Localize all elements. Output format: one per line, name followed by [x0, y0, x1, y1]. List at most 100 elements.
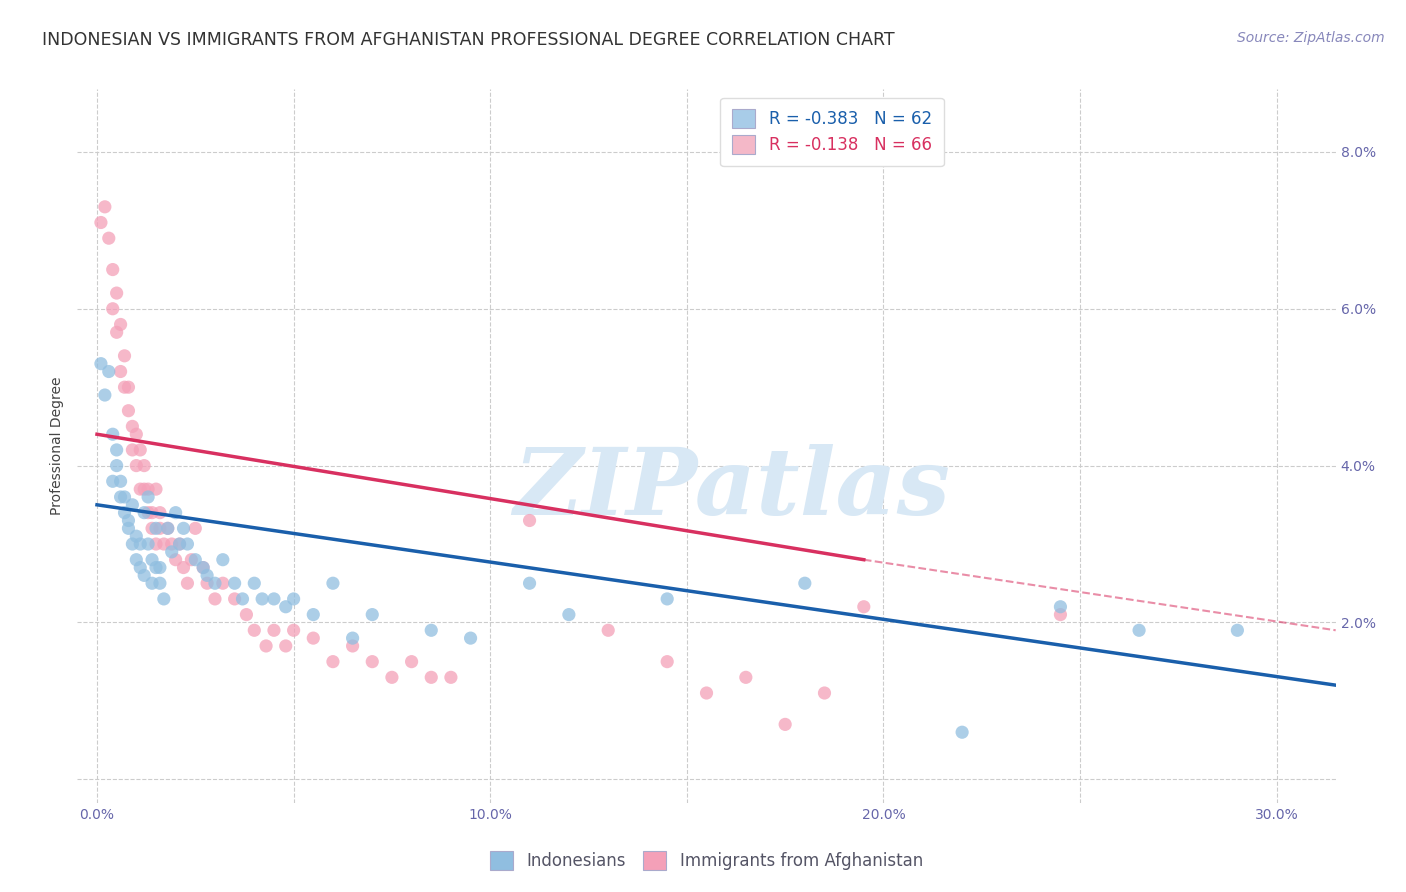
Point	[211, 552, 233, 566]
Point	[657, 655, 679, 669]
Point	[361, 607, 384, 622]
Text: ZIPatlas: ZIPatlas	[513, 444, 950, 533]
Point	[125, 458, 148, 473]
Point	[519, 514, 541, 528]
Point	[110, 364, 132, 378]
Point	[110, 490, 132, 504]
Point	[401, 655, 423, 669]
Point	[141, 576, 163, 591]
Point	[117, 403, 139, 417]
Point	[250, 591, 273, 606]
Point	[90, 215, 112, 229]
Point	[121, 537, 143, 551]
Point	[254, 639, 277, 653]
Point	[169, 537, 191, 551]
Point	[110, 475, 132, 489]
Point	[173, 521, 195, 535]
Point	[121, 442, 143, 457]
Point	[129, 442, 152, 457]
Point	[153, 591, 176, 606]
Point	[117, 514, 139, 528]
Point	[184, 521, 207, 535]
Point	[793, 576, 815, 591]
Point	[381, 670, 404, 684]
Point	[165, 552, 187, 566]
Point	[263, 591, 285, 606]
Point	[145, 560, 167, 574]
Point	[114, 506, 136, 520]
Point	[195, 576, 218, 591]
Point	[420, 624, 443, 638]
Point	[322, 576, 344, 591]
Point	[263, 624, 285, 638]
Point	[274, 599, 297, 614]
Point	[97, 364, 120, 378]
Point	[97, 231, 120, 245]
Point	[125, 529, 148, 543]
Point	[1049, 599, 1071, 614]
Point	[134, 458, 156, 473]
Point	[176, 537, 198, 551]
Point	[145, 537, 167, 551]
Point	[342, 631, 364, 645]
Point	[1128, 624, 1150, 638]
Point	[169, 537, 191, 551]
Point	[110, 318, 132, 332]
Point	[191, 560, 215, 574]
Point	[211, 576, 233, 591]
Point	[243, 576, 266, 591]
Point	[204, 576, 226, 591]
Point	[129, 537, 152, 551]
Point	[598, 624, 620, 638]
Point	[302, 631, 325, 645]
Point	[101, 262, 124, 277]
Point	[283, 624, 305, 638]
Point	[101, 301, 124, 316]
Point	[114, 490, 136, 504]
Point	[136, 490, 159, 504]
Point	[94, 388, 117, 402]
Point	[129, 560, 152, 574]
Point	[283, 591, 305, 606]
Legend: Indonesians, Immigrants from Afghanistan: Indonesians, Immigrants from Afghanistan	[484, 844, 929, 877]
Y-axis label: Professional Degree: Professional Degree	[51, 376, 65, 516]
Point	[145, 482, 167, 496]
Point	[121, 419, 143, 434]
Point	[136, 482, 159, 496]
Point	[141, 506, 163, 520]
Point	[149, 560, 172, 574]
Point	[117, 380, 139, 394]
Point	[420, 670, 443, 684]
Point	[813, 686, 835, 700]
Point	[160, 545, 183, 559]
Point	[696, 686, 718, 700]
Point	[101, 427, 124, 442]
Point	[361, 655, 384, 669]
Point	[519, 576, 541, 591]
Point	[153, 537, 176, 551]
Point	[1226, 624, 1249, 638]
Point	[558, 607, 581, 622]
Point	[90, 357, 112, 371]
Point	[160, 537, 183, 551]
Point	[136, 537, 159, 551]
Point	[734, 670, 756, 684]
Point	[101, 475, 124, 489]
Point	[235, 607, 257, 622]
Point	[145, 521, 167, 535]
Point	[134, 568, 156, 582]
Point	[342, 639, 364, 653]
Point	[322, 655, 344, 669]
Point	[105, 458, 128, 473]
Point	[180, 552, 202, 566]
Point	[191, 560, 215, 574]
Point	[105, 442, 128, 457]
Point	[117, 521, 139, 535]
Point	[243, 624, 266, 638]
Point	[224, 591, 246, 606]
Point	[125, 427, 148, 442]
Point	[195, 568, 218, 582]
Point	[1049, 607, 1071, 622]
Point	[129, 482, 152, 496]
Text: Source: ZipAtlas.com: Source: ZipAtlas.com	[1237, 31, 1385, 45]
